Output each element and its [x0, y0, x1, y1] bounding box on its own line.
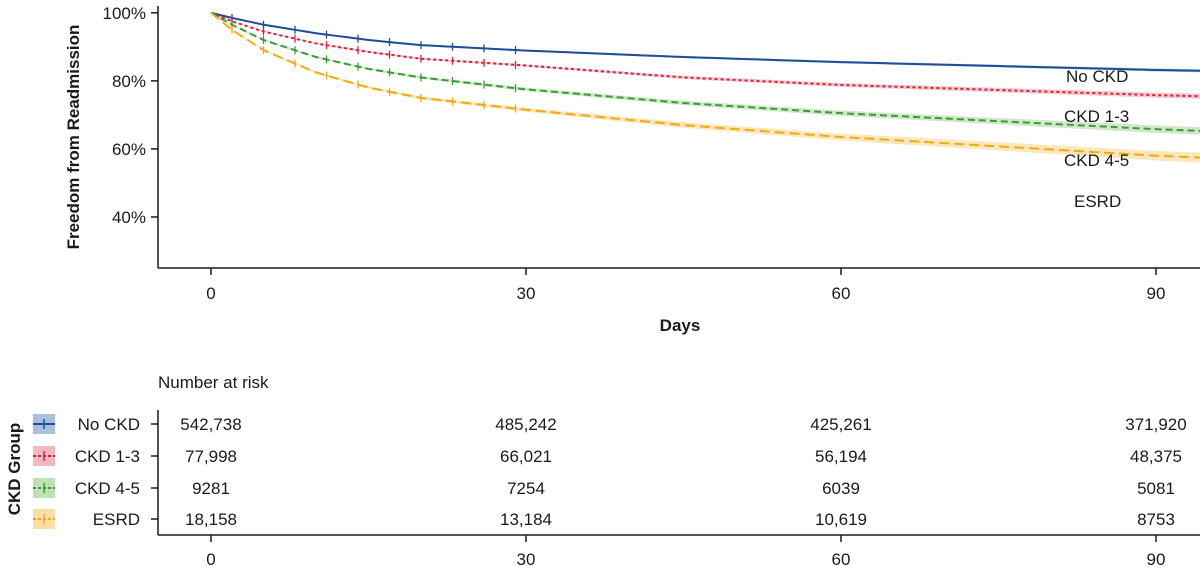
risk-row-label-ckd-4-5: CKD 4-5	[75, 479, 140, 498]
risk-cell-esrd: 10,619	[815, 510, 867, 529]
x-tick-label: 0	[206, 284, 215, 303]
curves-group	[210, 11, 1200, 163]
risk-group-title: CKD Group	[5, 423, 24, 516]
y-axis-title: Freedom from Readmission	[64, 25, 83, 250]
risk-cell-ckd-4-5: 7254	[507, 479, 545, 498]
risk-x-tick-label: 0	[206, 550, 215, 569]
curve-label-ckd-4-5: CKD 4-5	[1064, 151, 1129, 170]
plot-area: 40%60%80%100%0306090120150180210240270Da…	[64, 4, 1200, 335]
band-no-ckd	[211, 12, 1200, 73]
curve-ckd-4-5	[210, 11, 1200, 132]
curve-esrd	[210, 12, 1200, 159]
risk-x-tick-label: 90	[1147, 550, 1166, 569]
x-tick-label: 30	[517, 284, 536, 303]
curve-ckd-1-3	[210, 11, 1200, 98]
risk-cell-ckd-4-5: 5081	[1137, 479, 1175, 498]
risk-cell-esrd: 18,158	[185, 510, 237, 529]
curve-no-ckd	[210, 11, 1200, 72]
risk-cell-no-ckd: 485,242	[495, 415, 556, 434]
risk-x-tick-label: 30	[517, 550, 536, 569]
risk-cell-no-ckd: 542,738	[180, 415, 241, 434]
x-tick-label: 90	[1147, 284, 1166, 303]
risk-table-title: Number at risk	[158, 373, 269, 392]
risk-row-label-ckd-1-3: CKD 1-3	[75, 447, 140, 466]
risk-cell-no-ckd: 425,261	[810, 415, 871, 434]
risk-cell-esrd: 8753	[1137, 510, 1175, 529]
risk-cell-ckd-1-3: 77,998	[185, 447, 237, 466]
risk-cell-ckd-1-3: 48,375	[1130, 447, 1182, 466]
curve-label-esrd: ESRD	[1074, 192, 1121, 211]
risk-row-label-esrd: ESRD	[93, 510, 140, 529]
risk-table: Number at risk CKD Group No CKD 542,738 485,…	[5, 373, 1200, 569]
risk-row-label-no-ckd: No CKD	[78, 415, 140, 434]
curve-label-ckd-1-3: CKD 1-3	[1064, 107, 1129, 126]
curve-label-no-ckd: No CKD	[1066, 67, 1128, 86]
risk-cell-ckd-1-3: 56,194	[815, 447, 867, 466]
y-tick-label: 100%	[103, 4, 146, 23]
y-tick-label: 40%	[112, 208, 146, 227]
risk-cell-esrd: 13,184	[500, 510, 552, 529]
y-tick-label: 80%	[112, 72, 146, 91]
risk-cell-no-ckd: 371,920	[1125, 415, 1186, 434]
y-tick-label: 60%	[112, 140, 146, 159]
x-tick-label: 60	[832, 284, 851, 303]
risk-x-tick-label: 60	[832, 550, 851, 569]
x-axis-title: Days	[660, 316, 701, 335]
risk-cell-ckd-1-3: 66,021	[500, 447, 552, 466]
risk-cell-ckd-4-5: 9281	[192, 479, 230, 498]
risk-cell-ckd-4-5: 6039	[822, 479, 860, 498]
